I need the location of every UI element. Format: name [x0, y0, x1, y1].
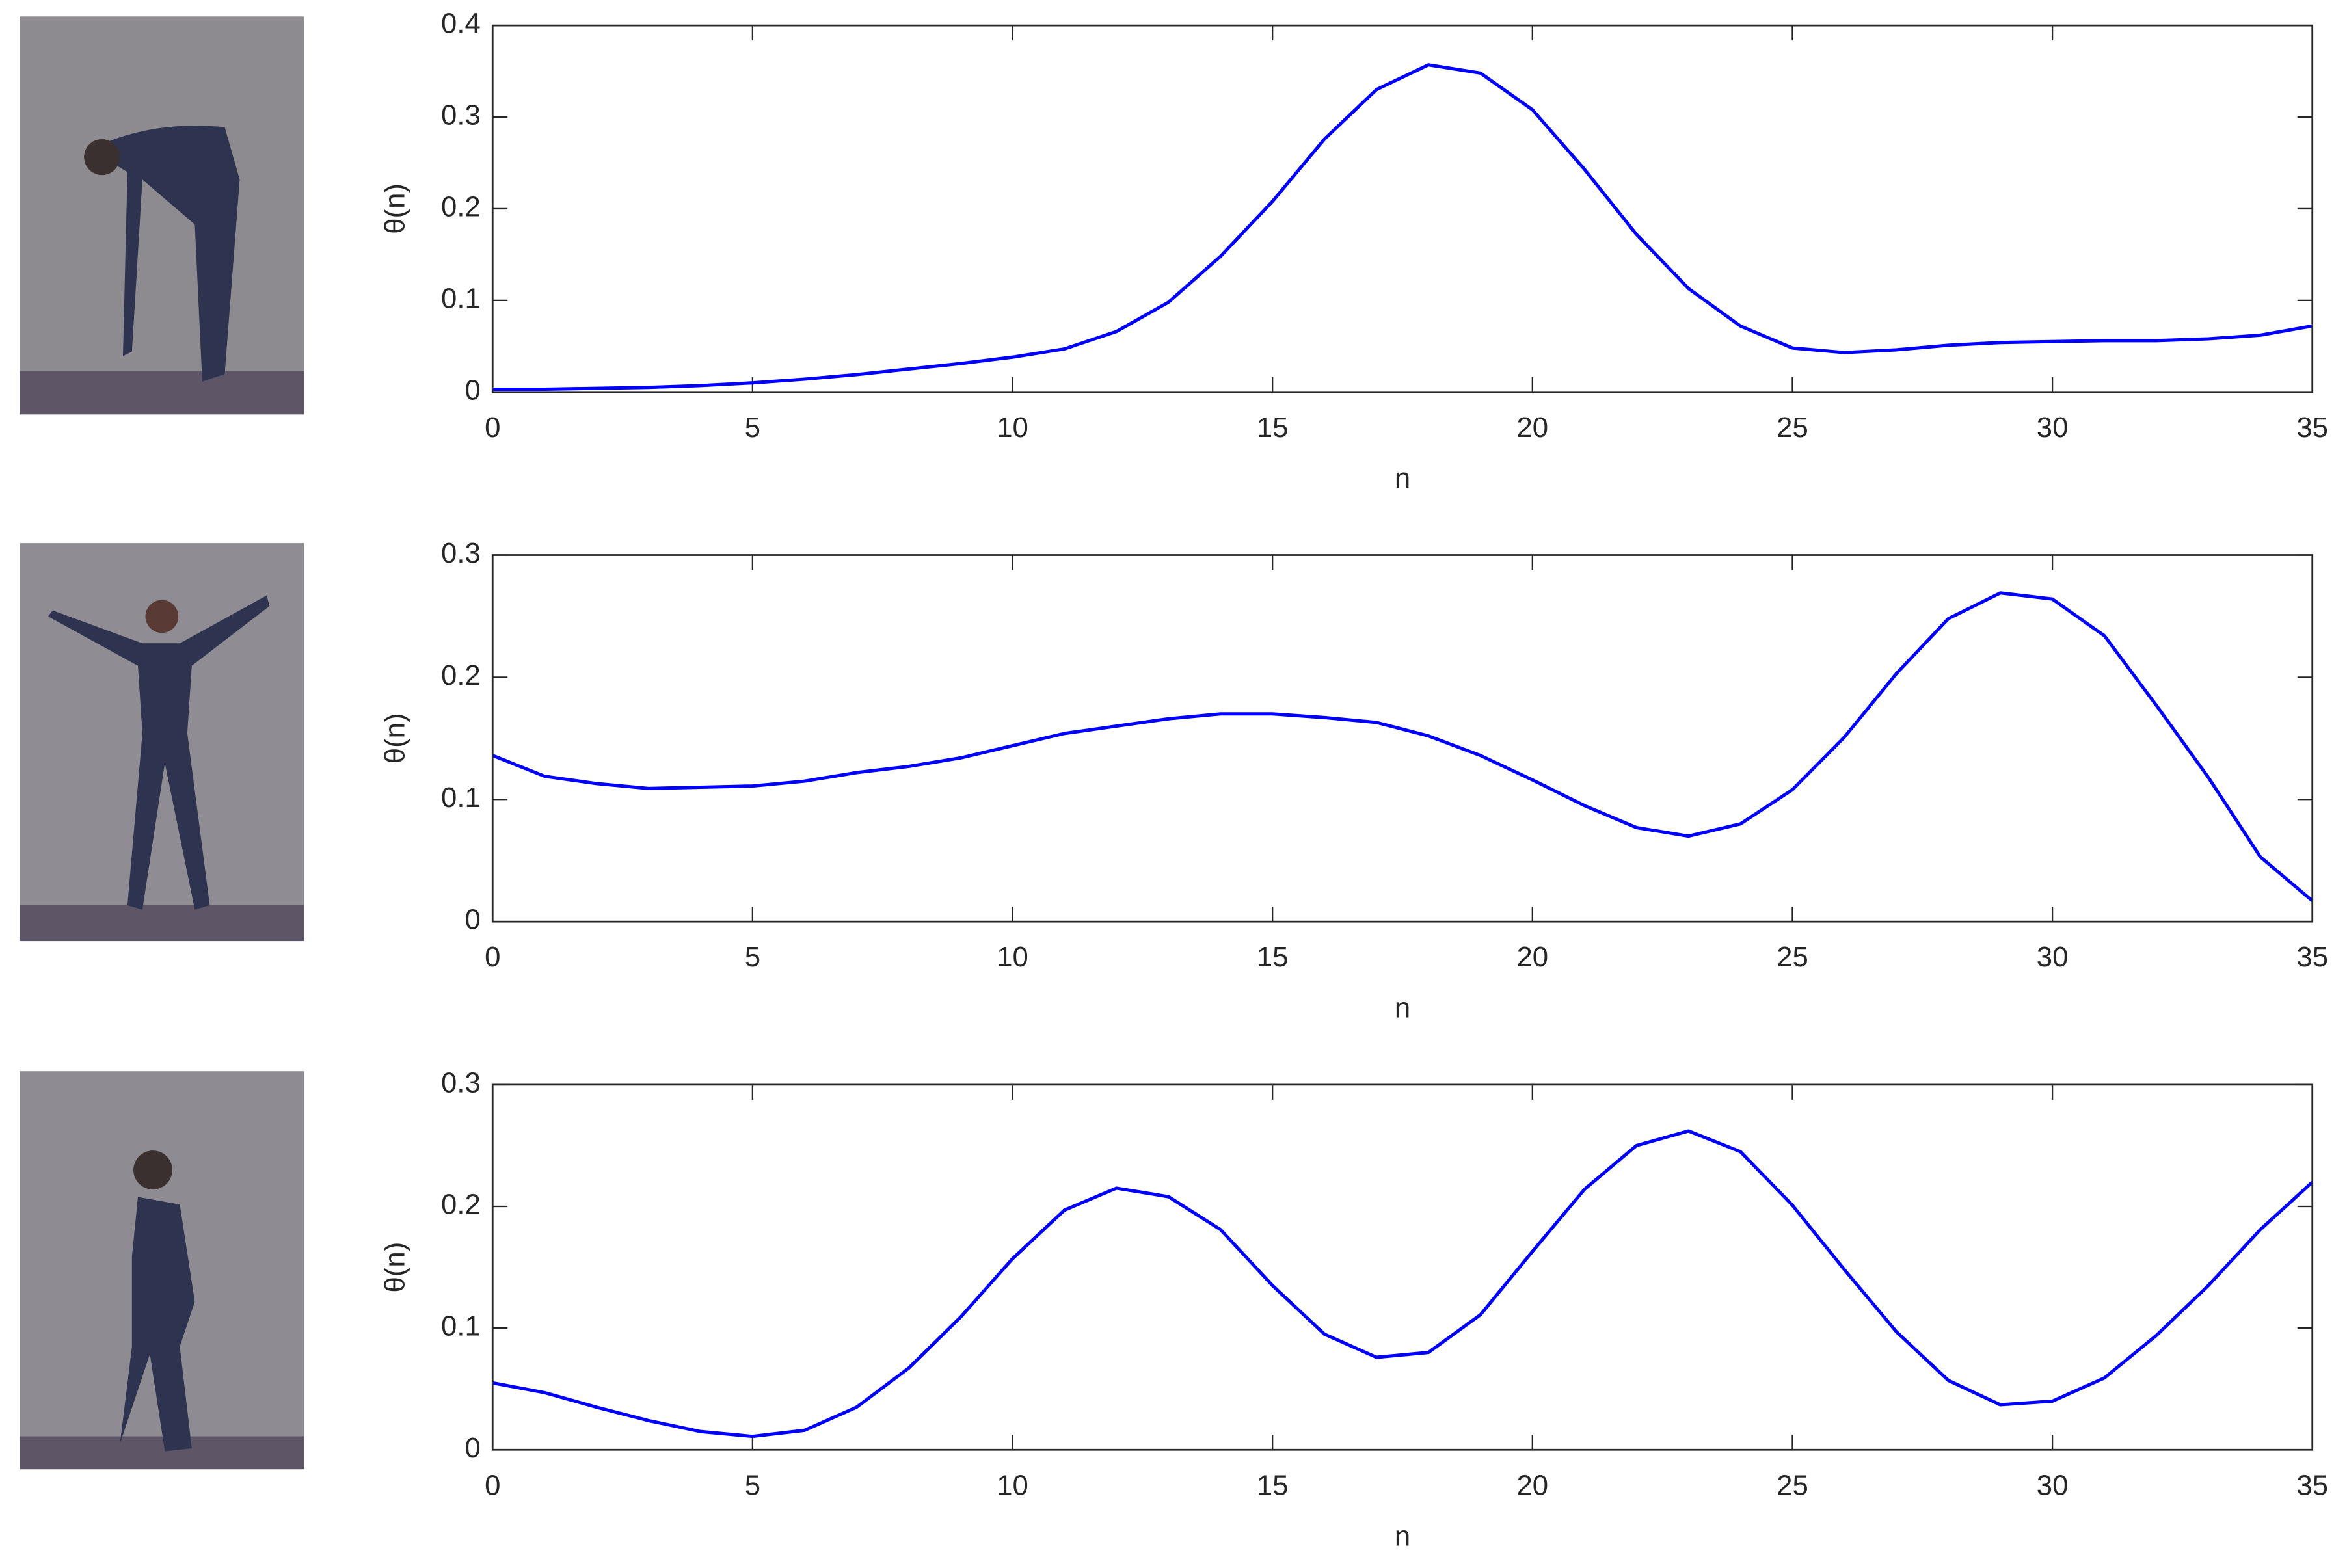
axes-box [491, 24, 2314, 393]
x-tick-label: 15 [1257, 412, 1289, 444]
y-tick-label: 0.3 [441, 537, 481, 569]
x-tick-label: 35 [2296, 941, 2328, 973]
photo-1 [20, 16, 304, 415]
plot-area [492, 25, 2313, 392]
x-tick-label: 35 [2296, 1469, 2328, 1501]
y-tick-label: 0.2 [441, 191, 481, 222]
data-line [492, 1129, 2314, 1439]
x-tick-label: 35 [2296, 412, 2328, 444]
x-tick-label: 25 [1777, 412, 1808, 444]
photo-3 [20, 1071, 304, 1470]
x-tick-label: 25 [1777, 1469, 1808, 1501]
x-tick-label: 0 [485, 412, 500, 444]
y-tick-label: 0.1 [441, 782, 481, 814]
x-tick-label: 15 [1257, 941, 1289, 973]
y-tick-label: 0.3 [441, 1067, 481, 1098]
data-line [492, 591, 2314, 903]
x-tick-label: 30 [2037, 941, 2069, 973]
y-tick-label: 0.3 [441, 100, 481, 131]
photo-2 [20, 543, 304, 942]
y-tick-label: 0.2 [441, 659, 481, 691]
x-tick-label: 30 [2037, 412, 2069, 444]
x-tick-label: 15 [1257, 1469, 1289, 1501]
plot-area [492, 555, 2313, 922]
y-tick-label: 0.1 [441, 1310, 481, 1342]
x-tick-label: 30 [2037, 1469, 2069, 1501]
x-tick-label: 20 [1516, 941, 1548, 973]
axes-box [491, 554, 2314, 923]
x-tick-label: 5 [745, 941, 760, 973]
y-axis-label: θ(n) [379, 183, 411, 234]
y-tick-label: 0 [465, 1432, 481, 1464]
x-tick-label: 5 [745, 412, 760, 444]
y-axis-label: θ(n) [379, 1242, 411, 1293]
x-tick-label: 10 [997, 1469, 1028, 1501]
axes-box [491, 1083, 2314, 1451]
x-tick-label: 25 [1777, 941, 1808, 973]
x-tick-label: 10 [997, 412, 1028, 444]
y-tick-label: 0 [465, 904, 481, 936]
x-tick-label: 20 [1516, 412, 1548, 444]
y-axis-label: θ(n) [379, 713, 411, 764]
y-tick-label: 0.2 [441, 1189, 481, 1221]
x-tick-label: 0 [485, 1469, 500, 1501]
plot-area [492, 1084, 2313, 1450]
x-axis-label: n [1395, 992, 1410, 1024]
x-tick-label: 5 [745, 1469, 760, 1501]
data-line [492, 63, 2313, 392]
y-tick-label: 0 [465, 374, 481, 406]
x-tick-label: 20 [1516, 1469, 1548, 1501]
x-axis-label: n [1395, 1521, 1410, 1552]
x-axis-label: n [1395, 462, 1410, 494]
x-tick-label: 0 [485, 941, 500, 973]
y-tick-label: 0.1 [441, 282, 481, 314]
y-tick-label: 0.4 [441, 8, 481, 40]
x-tick-label: 10 [997, 941, 1028, 973]
